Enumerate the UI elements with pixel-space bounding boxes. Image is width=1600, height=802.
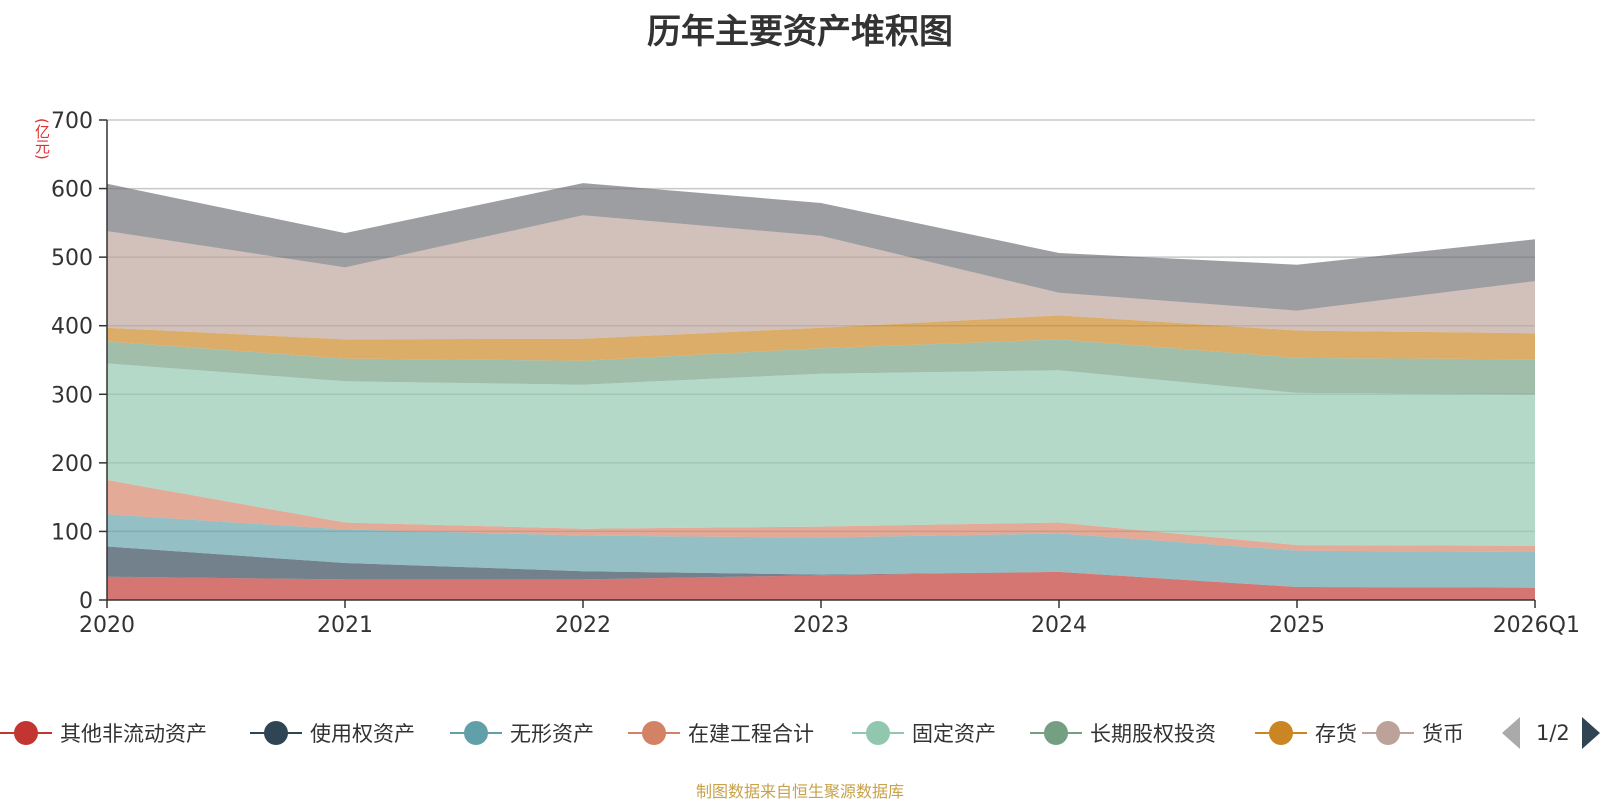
y-tick-label: 400 [51, 315, 93, 340]
x-tick-label: 2024 [1031, 613, 1087, 638]
y-tick-label: 300 [51, 383, 93, 408]
legend-item-0[interactable]: 其他非流动资产 [0, 716, 207, 750]
y-axis-unit-label: (亿元) [33, 118, 51, 160]
y-tick-label: 200 [51, 452, 93, 477]
legend-label: 其他非流动资产 [60, 722, 207, 746]
legend-label: 使用权资产 [310, 722, 415, 746]
legend-marker-icon [1030, 718, 1082, 748]
legend-item-3[interactable]: 在建工程合计 [628, 716, 814, 750]
legend-label: 长期股权投资 [1090, 722, 1216, 746]
y-tick-label: 100 [51, 520, 93, 545]
legend-marker-icon [250, 718, 302, 748]
x-tick-label: 2020 [79, 613, 135, 638]
legend-page-indicator: 1/2 [1536, 721, 1570, 745]
legend-marker-icon [1255, 718, 1307, 748]
chart-title: 历年主要资产堆积图 [647, 12, 953, 52]
legend-item-4[interactable]: 固定资产 [852, 716, 996, 750]
x-tick-label: 2022 [555, 613, 611, 638]
legend: 其他非流动资产 使用权资产 无形资产 在建工程合计 固定资产 长期股权投资 存货 货币 1/2 [0, 716, 1600, 750]
legend-item-1[interactable]: 使用权资产 [250, 716, 415, 750]
legend-label: 存货 [1315, 722, 1357, 746]
x-tick-label: 2023 [793, 613, 849, 638]
x-tick-label: 2021 [317, 613, 373, 638]
legend-marker-icon [0, 718, 52, 748]
legend-marker-icon [628, 718, 680, 748]
area-series-1 [107, 546, 1535, 588]
legend-prev-icon[interactable] [1502, 717, 1520, 749]
legend-label: 在建工程合计 [688, 722, 814, 746]
data-source-note: 制图数据来自恒生聚源数据库 [695, 782, 904, 801]
legend-marker-icon [1362, 718, 1414, 748]
y-tick-label: 0 [79, 589, 93, 614]
legend-marker-icon [852, 718, 904, 748]
area-series-0 [107, 571, 1535, 600]
legend-pager: 1/2 [1502, 716, 1600, 750]
y-tick-label: 700 [51, 109, 93, 134]
y-tick-label: 600 [51, 178, 93, 203]
legend-marker-icon [450, 718, 502, 748]
legend-item-5[interactable]: 长期股权投资 [1030, 716, 1216, 750]
legend-label: 无形资产 [510, 722, 594, 746]
legend-label: 固定资产 [912, 722, 996, 746]
legend-item-2[interactable]: 无形资产 [450, 716, 594, 750]
area-series-2 [107, 514, 1535, 588]
area-series-5 [107, 339, 1535, 395]
area-series-3 [107, 480, 1535, 552]
x-tick-label: 2026Q1 [1493, 613, 1580, 638]
legend-item-7[interactable]: 货币 [1362, 716, 1464, 750]
area-series-4 [107, 363, 1535, 546]
axes: 0 100 200 300 400 500 600 700 2020 2021 2022 2023 20… [51, 109, 1580, 638]
area-series-6 [107, 315, 1535, 361]
area-series [107, 183, 1535, 600]
area-series-8 [107, 183, 1535, 311]
legend-item-6[interactable]: 存货 [1255, 716, 1357, 750]
y-tick-label: 500 [51, 246, 93, 271]
area-series-7 [107, 215, 1535, 340]
legend-next-icon[interactable] [1581, 717, 1600, 749]
x-tick-label: 2025 [1269, 613, 1325, 638]
legend-clip: 货币 [1362, 716, 1482, 750]
legend-label: 货币 [1422, 722, 1464, 746]
